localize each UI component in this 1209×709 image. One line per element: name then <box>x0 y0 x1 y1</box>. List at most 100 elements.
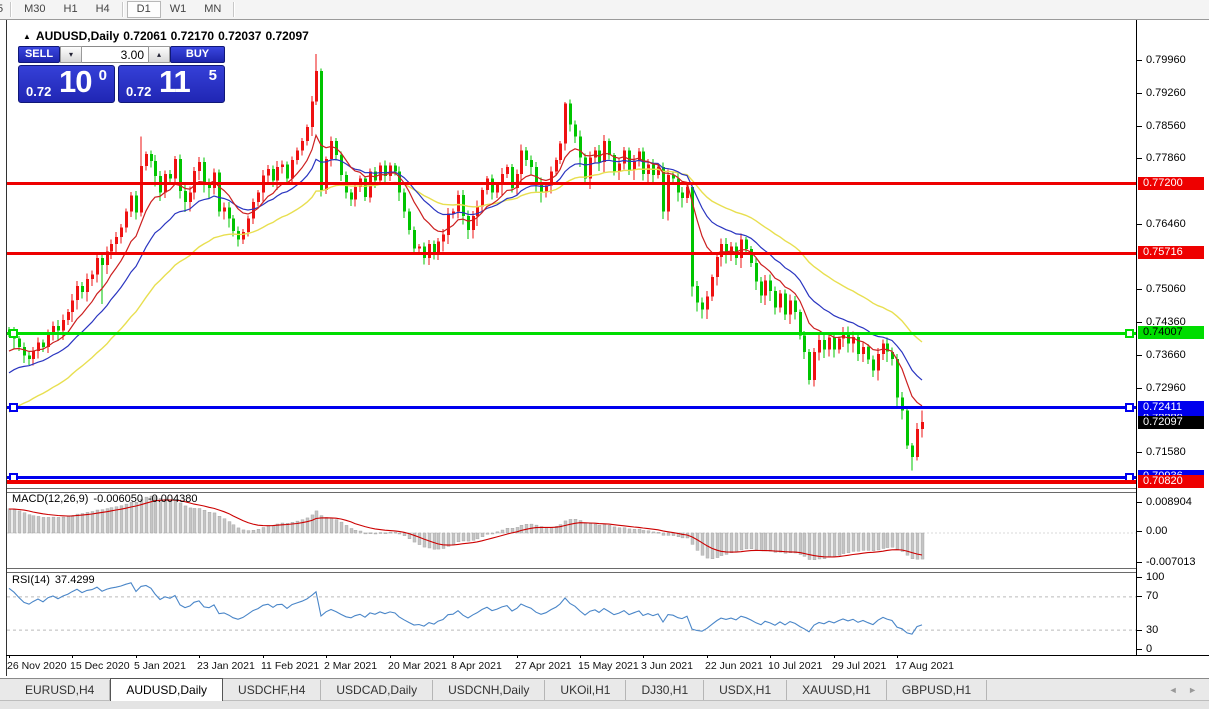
chart-window: ▲ AUDUSD,Daily 0.72061 0.72170 0.72037 0.7209… <box>0 20 1209 678</box>
hline-0.70936[interactable] <box>7 476 1136 479</box>
time-axis-tick <box>326 655 327 658</box>
toolbar-separator <box>233 2 236 17</box>
time-axis-tick <box>517 655 518 658</box>
axis-tick-label: 0.79260 <box>1146 87 1186 99</box>
rsi-label: RSI(14) 37.4299 <box>12 574 95 586</box>
toolbar-separator <box>10 2 13 17</box>
tab-audusd-daily[interactable]: AUDUSD,Daily <box>110 678 224 701</box>
time-axis-tick <box>9 655 10 658</box>
timeframe-button-w1[interactable]: W1 <box>169 3 187 15</box>
time-axis-label: 8 Apr 2021 <box>451 660 502 672</box>
pane-splitter[interactable] <box>7 488 1136 493</box>
time-axis-label: 11 Feb 2021 <box>261 660 320 672</box>
tab-usdchf-h4[interactable]: USDCHF,H4 <box>223 680 322 701</box>
volume-increase-button[interactable]: ▴ <box>148 46 170 63</box>
buy-button[interactable]: BUY <box>170 46 225 63</box>
tab-usdcnh-daily[interactable]: USDCNH,Daily <box>433 680 546 701</box>
timeframe-button-m5-clipped[interactable]: 5 <box>0 3 4 15</box>
line-price-label: 0.72411 <box>1138 401 1204 414</box>
sell-price-big: 10 <box>59 64 92 99</box>
hline-handle[interactable] <box>9 329 18 338</box>
tab-gbpusd-h1[interactable]: GBPUSD,H1 <box>887 680 988 701</box>
tab-scroll-right-icon[interactable]: ► <box>1188 685 1197 695</box>
line-price-label: 0.70820 <box>1138 475 1204 488</box>
buy-price-big: 11 <box>159 64 191 99</box>
time-axis-tick <box>263 655 264 658</box>
hline-0.74007[interactable] <box>7 332 1136 335</box>
fast-ma <box>8 133 923 407</box>
axis-tick <box>1137 630 1142 631</box>
line-price-label: 0.75716 <box>1138 246 1204 259</box>
axis-tick-label: 0 <box>1146 643 1153 655</box>
price-chart-surface[interactable] <box>7 28 1136 488</box>
axis-tick <box>1137 158 1142 159</box>
status-strip <box>0 700 1209 709</box>
tab-ukoil-h1[interactable]: UKOil,H1 <box>545 680 627 701</box>
rsi-pane-surface[interactable] <box>7 572 1136 655</box>
volume-input[interactable] <box>82 46 148 63</box>
chart-tab-bar: EURUSD,H4 AUDUSD,Daily USDCHF,H4 USDCAD,Dai… <box>0 678 1209 701</box>
hline-handle[interactable] <box>1125 473 1134 482</box>
one-click-trade-panel: SELL ▾ ▴ BUY 0.72 10 0 0.72 11 5 <box>18 46 226 103</box>
macd-signal-line <box>8 499 923 558</box>
axis-tick <box>1137 577 1142 578</box>
candles <box>8 54 924 471</box>
time-axis-tick <box>707 655 708 658</box>
time-axis-label: 27 Apr 2021 <box>515 660 572 672</box>
sell-button[interactable]: SELL <box>18 46 60 63</box>
timeframe-button-h1[interactable]: H1 <box>63 3 78 15</box>
axis-separator-line <box>1136 20 1137 655</box>
axis-tick <box>1137 502 1142 503</box>
hline-0.772[interactable] <box>7 182 1136 185</box>
axis-tick-label: 100 <box>1146 571 1165 583</box>
time-axis-label: 15 Dec 2020 <box>70 660 130 672</box>
axis-tick-label: 0.008904 <box>1146 496 1192 508</box>
time-axis-label: 23 Jan 2021 <box>197 660 255 672</box>
axis-tick-label: 0.77860 <box>1146 152 1186 164</box>
tab-dj30-h1[interactable]: DJ30,H1 <box>626 680 705 701</box>
pane-splitter[interactable] <box>7 568 1136 573</box>
toolbar-separator <box>121 2 124 17</box>
macd-pane-surface[interactable] <box>7 492 1136 568</box>
axis-tick <box>1137 596 1142 597</box>
hline-0.72411[interactable] <box>7 406 1136 409</box>
axis-tick-label: 0.71580 <box>1146 446 1186 458</box>
time-axis-label: 17 Aug 2021 <box>895 660 954 672</box>
axis-tick <box>1137 322 1142 323</box>
tab-usdx-h1[interactable]: USDX,H1 <box>704 680 788 701</box>
hline-handle[interactable] <box>1125 403 1134 412</box>
time-axis-tick <box>643 655 644 658</box>
hline-handle[interactable] <box>1125 329 1134 338</box>
macd-label: MACD(12,26,9) -0.006050 -0.004380 <box>12 493 198 505</box>
timeframe-button-mn[interactable]: MN <box>204 3 222 15</box>
tab-scroll-left-icon[interactable]: ◄ <box>1168 685 1178 695</box>
timeframe-buttons: M30 H1 H4 D1 W1 MN <box>15 1 238 18</box>
chart-symbol: AUDUSD,Daily <box>35 29 120 43</box>
buy-price-box[interactable]: 0.72 11 5 <box>118 64 225 103</box>
volume-decrease-button[interactable]: ▾ <box>60 46 82 63</box>
axis-tick-label: 0.72960 <box>1146 382 1186 394</box>
hline-handle[interactable] <box>9 473 18 482</box>
axis-tick <box>1137 388 1142 389</box>
collapse-arrow-icon[interactable]: ▲ <box>23 32 31 41</box>
timeframe-button-d1[interactable]: D1 <box>126 1 161 18</box>
time-axis-label: 2 Mar 2021 <box>324 660 378 672</box>
tab-eurusd-h4[interactable]: EURUSD,H4 <box>10 680 111 701</box>
timeframe-button-h4[interactable]: H4 <box>95 3 110 15</box>
ohlc-low: 0.72037 <box>218 29 262 43</box>
timeframe-button-m30[interactable]: M30 <box>24 3 46 15</box>
tab-xauusd-h1[interactable]: XAUUSD,H1 <box>787 680 887 701</box>
price-axis[interactable]: 0.79960 0.79260 0.78560 0.77860 0.76460 0.750… <box>1137 20 1209 676</box>
current-price-label: 0.72097 <box>1138 416 1204 429</box>
tab-usdcad-daily[interactable]: USDCAD,Daily <box>321 680 434 701</box>
time-axis[interactable]: 26 Nov 2020 15 Dec 2020 5 Jan 2021 23 Jan 2… <box>7 655 1137 676</box>
axis-tick <box>1137 355 1142 356</box>
hline-0.7082[interactable] <box>7 480 1136 484</box>
time-axis-tick <box>136 655 137 658</box>
axis-tick-label: 0.76460 <box>1146 218 1186 230</box>
axis-tick <box>1137 649 1142 650</box>
hline-handle[interactable] <box>9 403 18 412</box>
sell-price-box[interactable]: 0.72 10 0 <box>18 64 115 103</box>
hline-0.75716[interactable] <box>7 252 1136 255</box>
medium-ma <box>8 158 923 381</box>
